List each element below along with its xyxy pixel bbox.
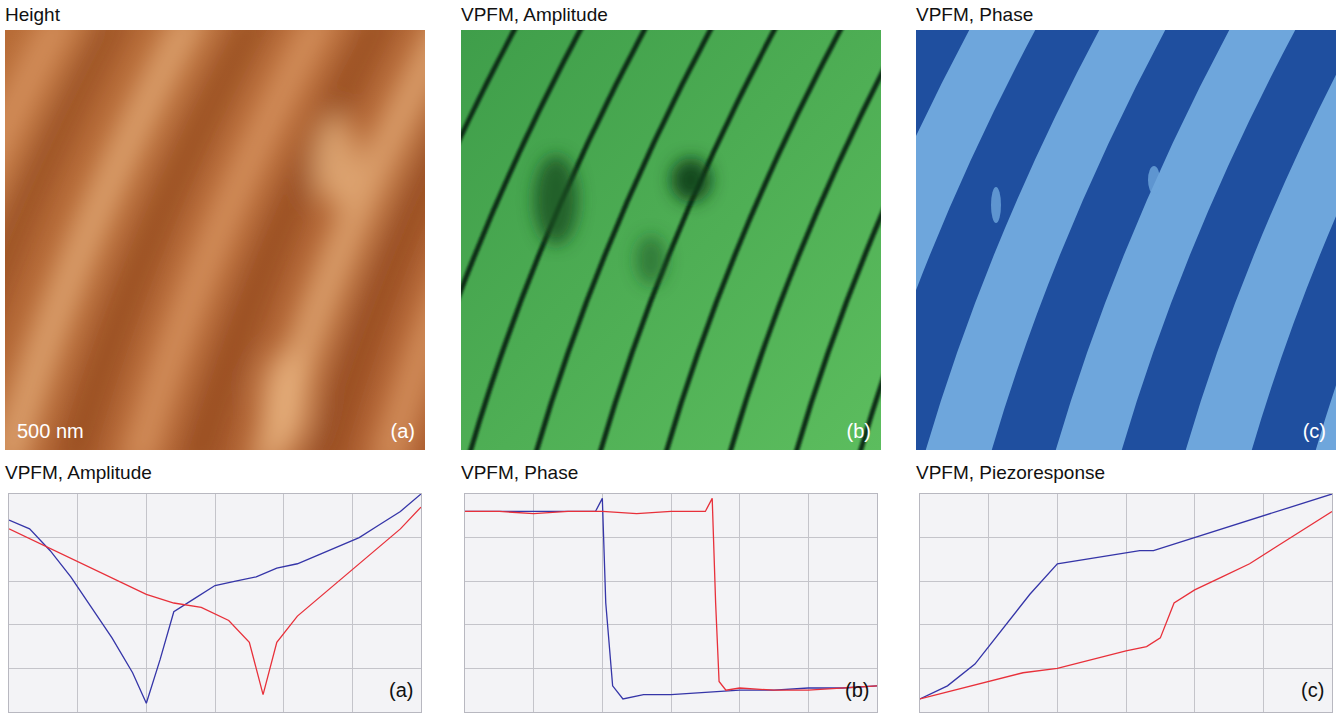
html-text:VPFM, Amplitude: VPFM, Amplitude — [461, 4, 608, 25]
svg-text:(c): (c) — [1303, 420, 1326, 442]
svg-text:500 nm: 500 nm — [17, 420, 84, 442]
svg-text:(c): (c) — [1301, 679, 1324, 701]
html-text:VPFM, Phase: VPFM, Phase — [461, 462, 579, 483]
html-text:Height: Height — [5, 4, 60, 25]
svg-text:(b): (b) — [847, 420, 871, 442]
html-text:VPFM, Amplitude: VPFM, Amplitude — [5, 462, 152, 483]
html-text:VPFM, Piezoresponse: VPFM, Piezoresponse — [916, 462, 1105, 483]
html-text:VPFM, Phase: VPFM, Phase — [916, 4, 1034, 25]
svg-text:(a): (a) — [389, 679, 413, 701]
svg-text:(b): (b) — [845, 679, 869, 701]
svg-text:(a): (a) — [391, 420, 415, 442]
